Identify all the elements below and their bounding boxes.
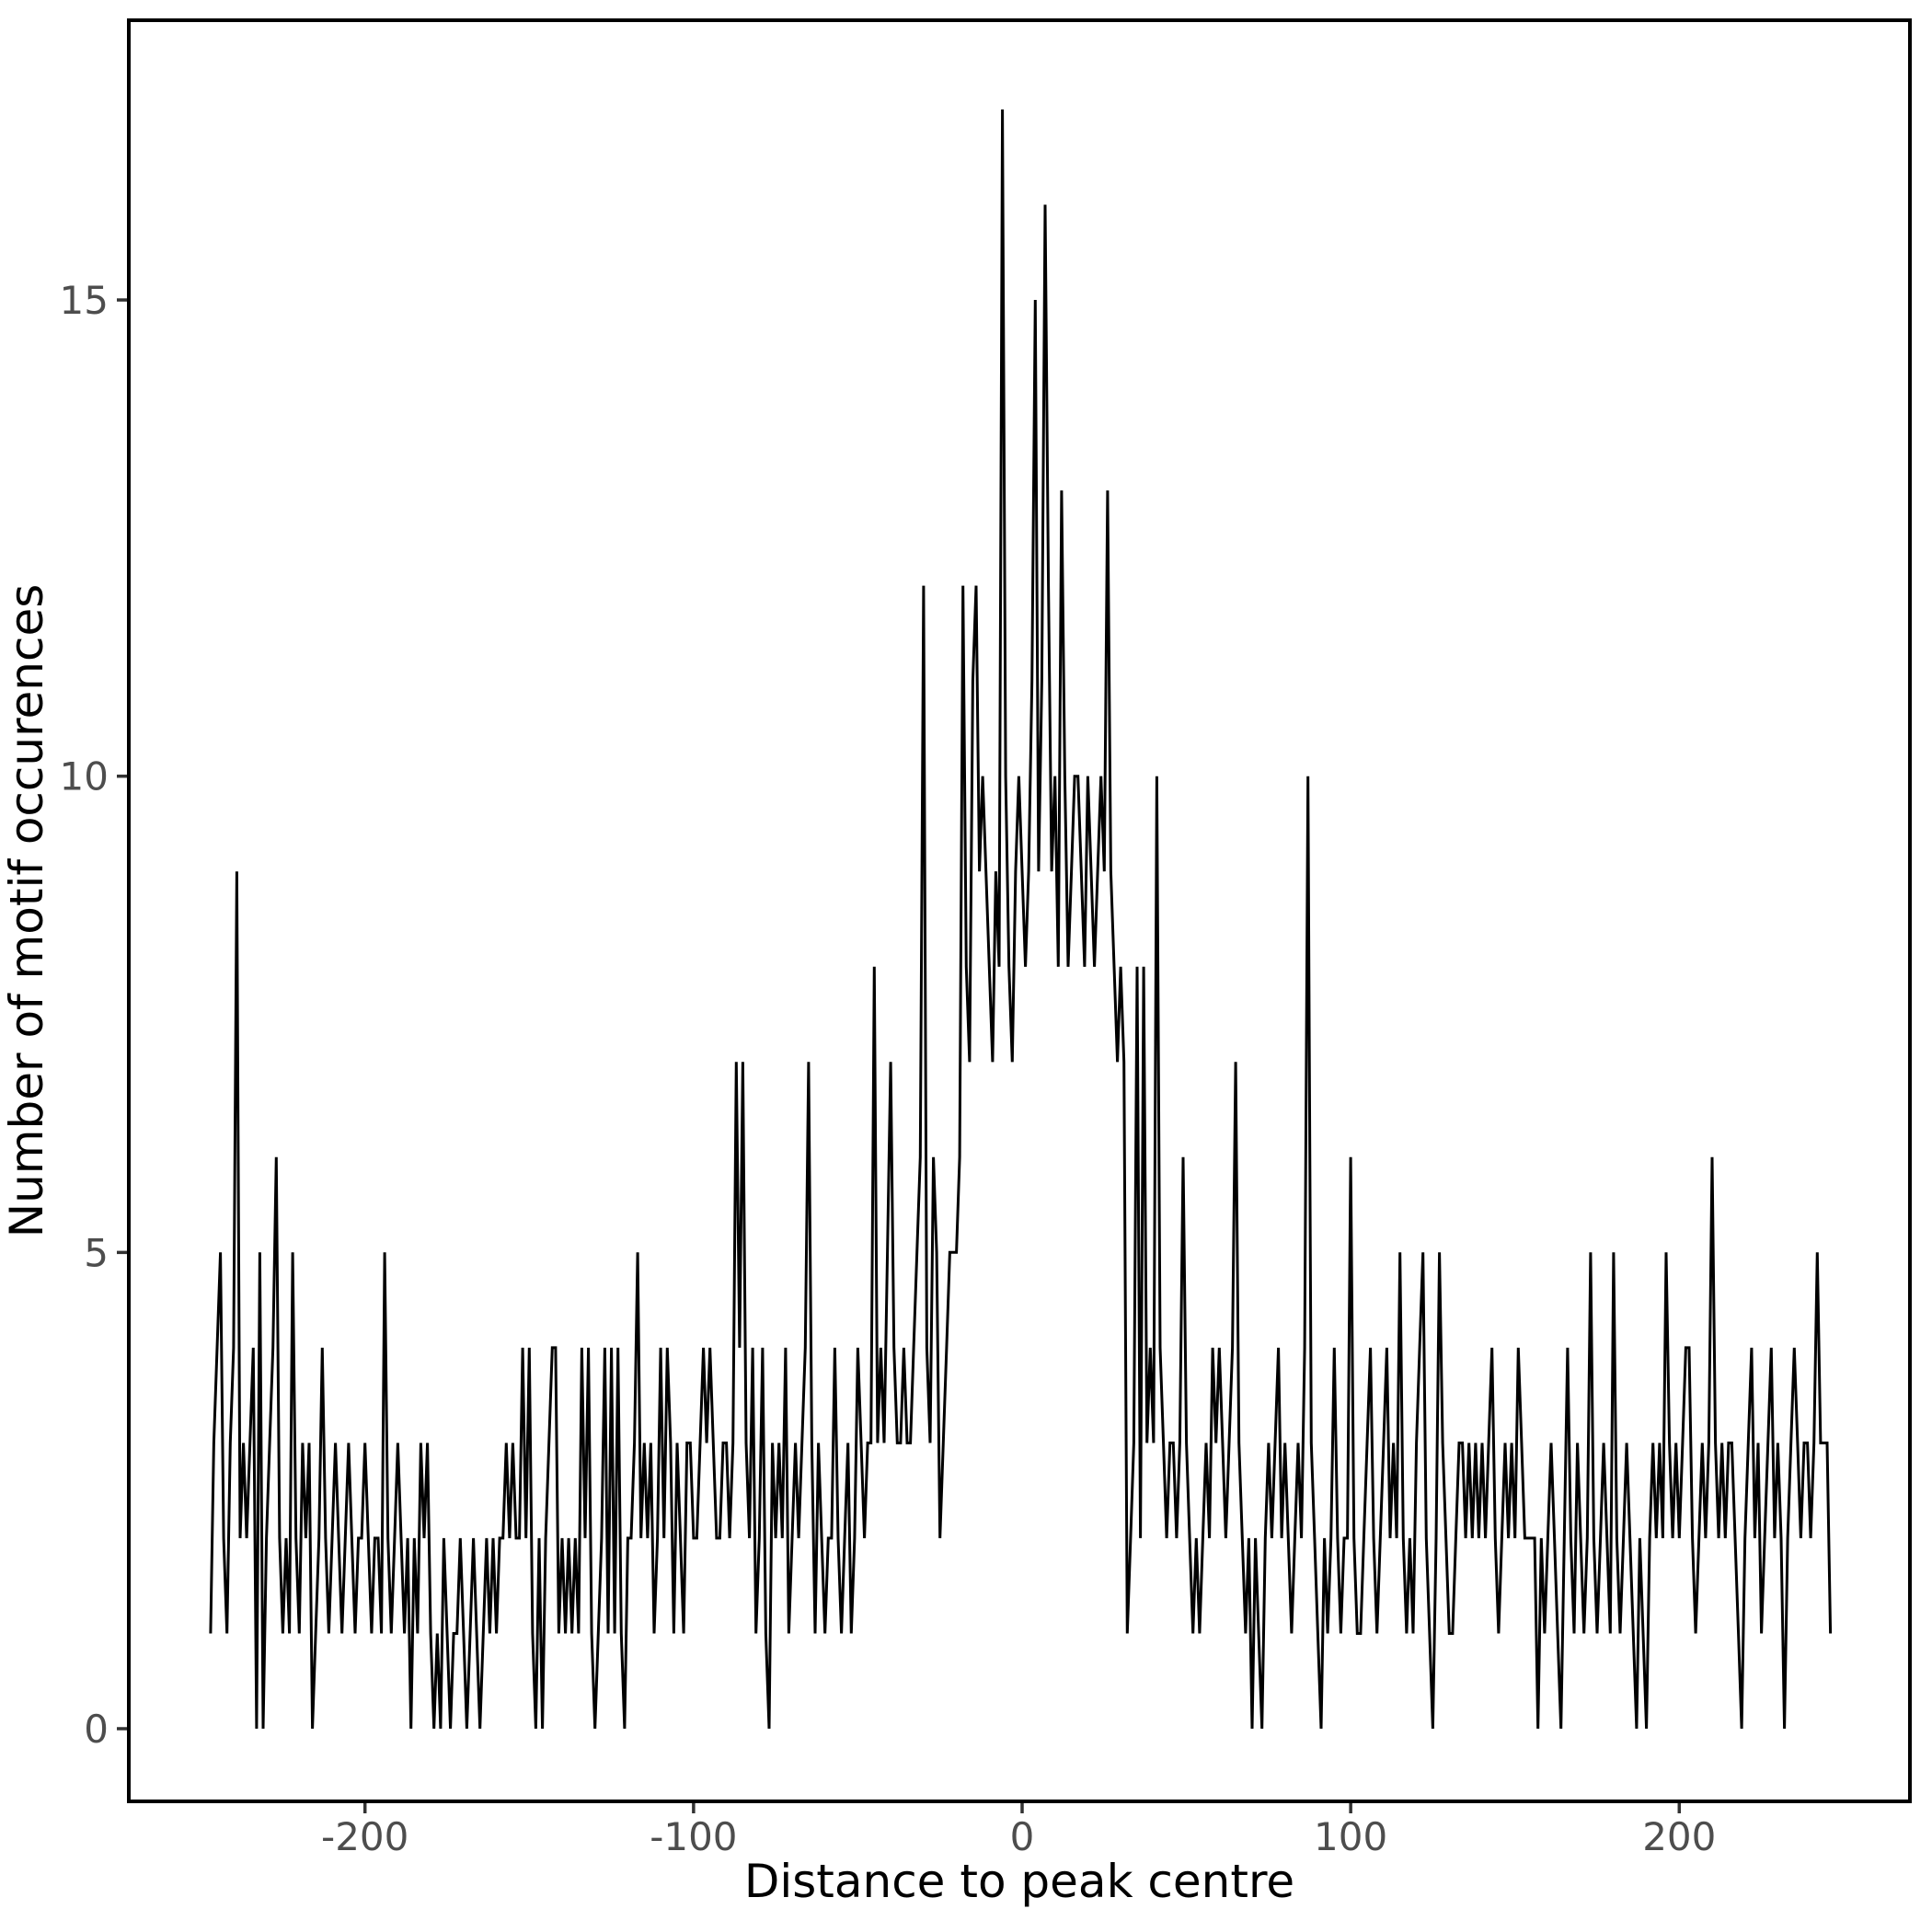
x-tick-label: 200 (1642, 1814, 1716, 1859)
x-axis-title: Distance to peak centre (744, 1855, 1294, 1908)
x-tick-label: 0 (1010, 1814, 1035, 1859)
data-line (209, 109, 1833, 1730)
x-tick-label: -100 (650, 1814, 737, 1859)
y-axis-title: Number of motif occurences (0, 584, 53, 1238)
y-tick-label: 5 (84, 1230, 109, 1275)
y-tick-label: 15 (60, 278, 109, 323)
x-tick-label: 100 (1314, 1814, 1387, 1859)
y-tick-label: 10 (60, 754, 109, 799)
panel-border (127, 18, 1912, 1803)
y-tick-label: 0 (84, 1707, 109, 1752)
x-tick-label: -200 (321, 1814, 408, 1859)
